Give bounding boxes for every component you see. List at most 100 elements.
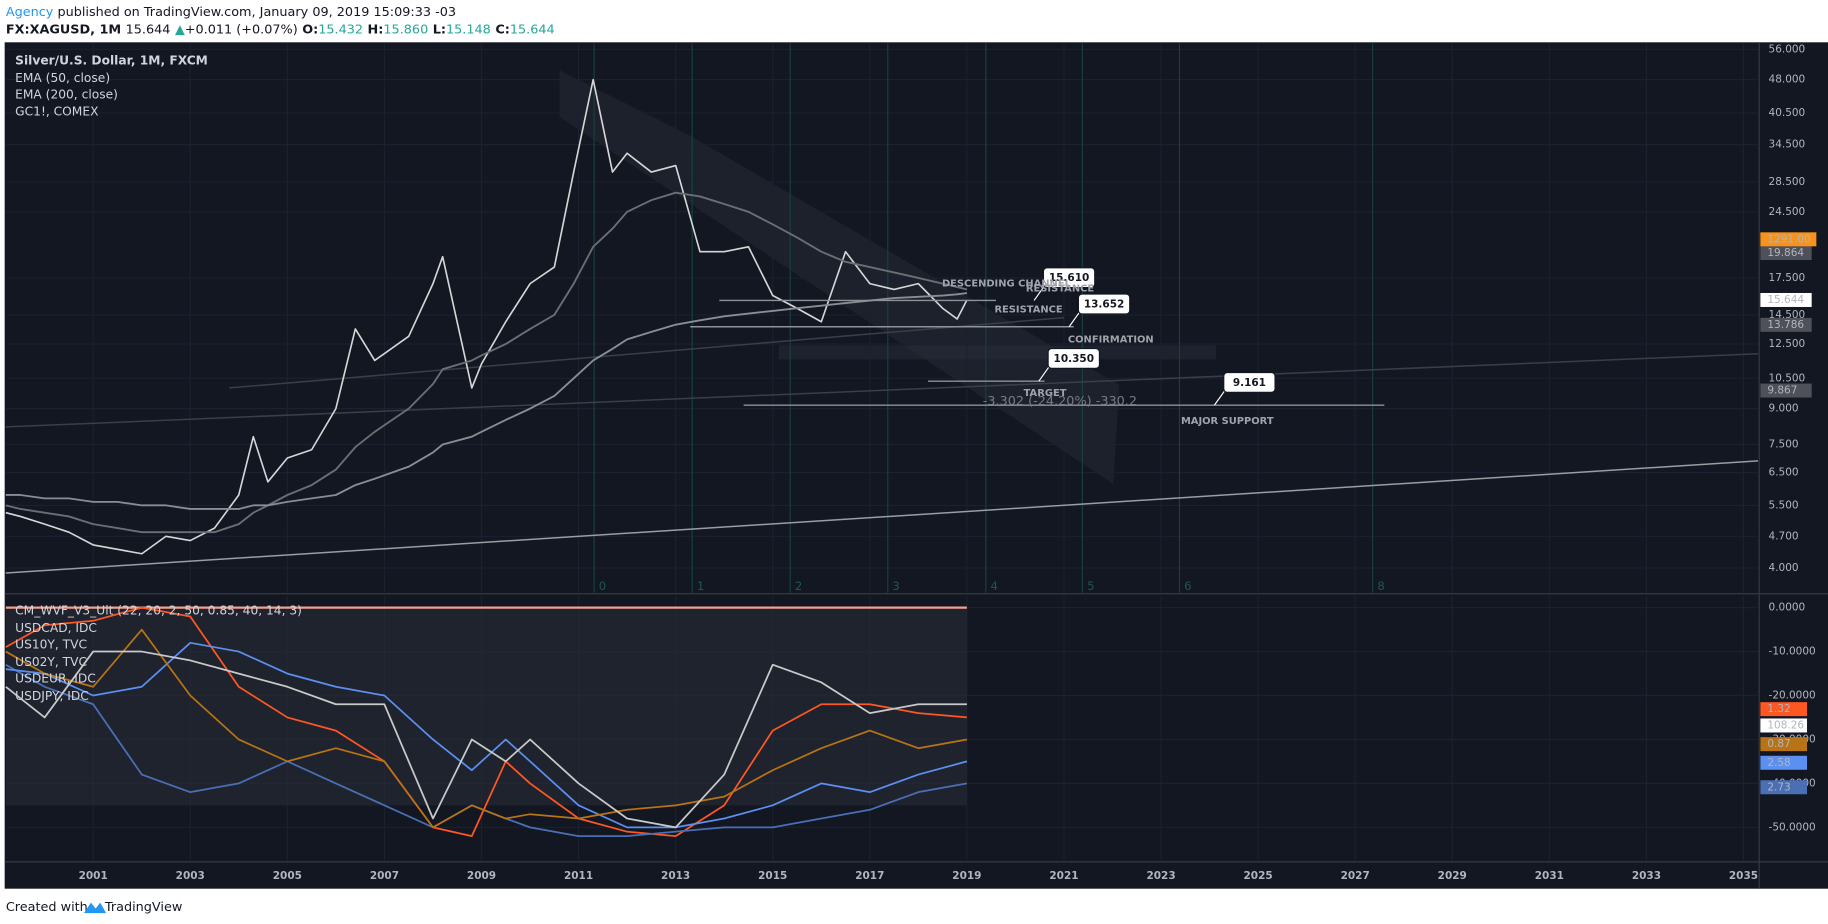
brand-logo xyxy=(83,902,107,914)
y-tick-label: -20.0000 xyxy=(1769,690,1816,702)
legend-ema200: EMA (200, close) xyxy=(15,87,118,101)
series-line xyxy=(5,191,968,534)
y-tick-label: 0.0000 xyxy=(1769,602,1806,614)
footer-created: Created with xyxy=(6,900,88,915)
x-tick-label: 2031 xyxy=(1535,870,1564,882)
series-line xyxy=(5,628,968,829)
callout-box xyxy=(1047,347,1101,369)
last-label: 0.87 xyxy=(1767,738,1790,750)
legend-usdjpy: USDJPY, IDC xyxy=(15,689,89,703)
y-tick-label: 9.000 xyxy=(1769,403,1799,415)
x-tick-label: 2023 xyxy=(1146,870,1175,882)
o-key: O: xyxy=(302,22,318,37)
callout-box xyxy=(1077,293,1131,315)
change: +0.011 (+0.07%) xyxy=(185,22,298,37)
time-zone-label: 1 xyxy=(697,579,704,593)
x-tick-label: 2021 xyxy=(1049,870,1078,882)
c-key: C: xyxy=(495,22,510,37)
x-tick-label: 2009 xyxy=(467,870,496,882)
x-tick-label: 2027 xyxy=(1341,870,1370,882)
price-label-bg xyxy=(1760,383,1812,398)
last-label-bg xyxy=(1760,718,1808,733)
y-tick-label: 5.500 xyxy=(1769,499,1799,511)
x-tick-label: 2019 xyxy=(952,870,981,882)
price-label-bg xyxy=(1760,292,1812,307)
arrow: ▲ xyxy=(175,22,185,37)
callout-label: 10.350 xyxy=(1054,353,1094,365)
trendline xyxy=(5,352,1759,428)
footer-brand[interactable]: TradingView xyxy=(104,900,182,915)
overlay-label-bg xyxy=(1760,232,1817,247)
x-tick-label: 2015 xyxy=(758,870,787,882)
symbol-line: FX:XAGUSD, 1M 15.644 ▲+0.011 (+0.07%) O:… xyxy=(6,22,555,37)
time-zone-label: 5 xyxy=(1087,579,1094,593)
l-value: 15.148 xyxy=(446,22,491,37)
time-zone-label: 4 xyxy=(990,579,997,593)
time-zone-label: 0 xyxy=(599,579,606,593)
measure-label: -3.302 (-24.20%) -330.2 xyxy=(983,394,1137,409)
annotation: TARGET xyxy=(1024,388,1067,399)
h-key: H: xyxy=(368,22,384,37)
last-label-bg xyxy=(1760,755,1808,770)
time-zone-label: 2 xyxy=(795,579,802,593)
y-tick-label: 24.500 xyxy=(1769,206,1806,218)
y-tick-label: 12.500 xyxy=(1769,338,1806,350)
symbol: FX:XAGUSD, 1M xyxy=(6,22,121,37)
time-zone-label: 8 xyxy=(1377,579,1384,593)
annotation: RESISTANCE xyxy=(994,304,1062,315)
legend-ema50: EMA (50, close) xyxy=(15,71,110,85)
callout-box xyxy=(1223,371,1276,393)
price-label-bg xyxy=(1760,317,1812,332)
last-label-bg xyxy=(1760,702,1808,717)
wvf-area xyxy=(5,607,967,806)
annotation: DESCENDING CHANNEL xyxy=(942,279,1072,290)
last-label: 108.26 xyxy=(1767,719,1804,731)
y-tick-label: 56.000 xyxy=(1769,43,1806,55)
author[interactable]: Agency xyxy=(6,4,54,19)
legend-us10y: US10Y, TVC xyxy=(15,638,87,652)
legend-usdcad: USDCAD, IDC xyxy=(15,621,97,635)
x-tick-label: 2017 xyxy=(855,870,884,882)
series-line xyxy=(5,78,968,555)
x-tick-label: 2025 xyxy=(1244,870,1273,882)
y-tick-label: 40.500 xyxy=(1769,107,1806,119)
legend-us02y: US02Y, TVC xyxy=(15,655,87,669)
main-pane: 4.0004.7005.5006.5007.5009.00010.50012.5… xyxy=(5,43,1817,882)
x-tick-label: 2007 xyxy=(370,870,399,882)
x-tick-label: 2035 xyxy=(1729,870,1758,882)
x-tick-label: 2029 xyxy=(1438,870,1467,882)
y-tick-label: 10.500 xyxy=(1769,372,1806,384)
legend-overlay: GC1!, COMEX xyxy=(15,105,98,119)
h-value: 15.860 xyxy=(383,22,428,37)
annotation: CONFIRMATION xyxy=(1068,335,1154,346)
y-tick-label: 17.500 xyxy=(1769,272,1806,284)
last-label-bg xyxy=(1760,780,1808,795)
last-label: 2.58 xyxy=(1767,757,1790,769)
x-tick-label: 2013 xyxy=(661,870,690,882)
x-tick-label: 2001 xyxy=(79,870,108,882)
y-tick-label: -10.0000 xyxy=(1769,646,1816,658)
confirmation-zone xyxy=(778,345,1216,360)
last-label: 1.32 xyxy=(1767,703,1790,715)
indicator-pane: 0.0000-10.0000-20.0000-30.0000-40.0000-5… xyxy=(5,602,1816,837)
o-value: 15.432 xyxy=(318,22,363,37)
price-label: 15.644 xyxy=(1767,294,1804,306)
callout-label: 9.161 xyxy=(1233,377,1266,389)
callout-label: 15.610 xyxy=(1049,272,1089,284)
x-tick-label: 2005 xyxy=(273,870,302,882)
l-key: L: xyxy=(433,22,446,37)
overlay-label: 1291.00 xyxy=(1767,233,1810,245)
y-tick-label: 4.700 xyxy=(1769,530,1799,542)
time-zone-label: 3 xyxy=(892,579,899,593)
x-tick-label: 2033 xyxy=(1632,870,1661,882)
time-zone-label: 6 xyxy=(1184,579,1191,593)
x-tick-label: 2011 xyxy=(564,870,593,882)
last: 15.644 xyxy=(126,22,171,37)
last-label-bg xyxy=(1760,737,1808,752)
price-label: 13.786 xyxy=(1767,319,1804,331)
series-line xyxy=(5,606,968,837)
header-line: Agency published on TradingView.com, Jan… xyxy=(6,4,456,19)
series-line xyxy=(5,650,967,829)
last-label: 2.73 xyxy=(1767,781,1790,793)
y-tick-label: 4.000 xyxy=(1769,562,1799,574)
